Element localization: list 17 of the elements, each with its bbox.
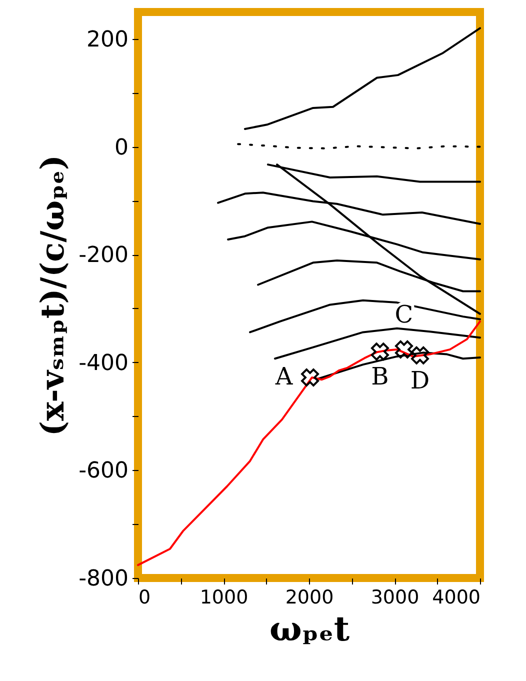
y-tick-label: -600 <box>78 458 128 484</box>
y-tick-label: -200 <box>78 243 128 268</box>
annotation: B <box>371 362 389 391</box>
x-tick-label: 4000 <box>432 586 480 608</box>
x-tick-label: 2000 <box>285 586 334 608</box>
x-tick-label: 0 <box>138 586 151 608</box>
y-tick-label: -800 <box>78 566 128 592</box>
x-tick-label: 3000 <box>370 586 420 608</box>
y-axis-title: (x-vₛₘₚt)/(c/ωₚₑ) <box>34 154 72 436</box>
x-tick-label: 1000 <box>200 586 248 608</box>
y-tick-label: -400 <box>78 350 128 376</box>
annotation: D <box>410 366 430 394</box>
y-tick-label: 0 <box>114 135 128 160</box>
x-axis-title: ωₚₑt <box>269 610 350 650</box>
annotation: C <box>394 300 414 328</box>
y-tick-label: 200 <box>86 27 128 52</box>
annotation: A <box>274 362 294 390</box>
